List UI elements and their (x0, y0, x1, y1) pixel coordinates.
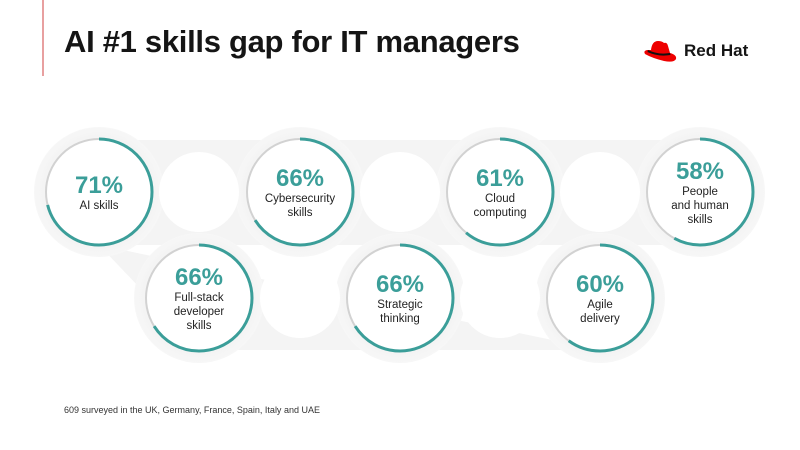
skill-label: People (682, 186, 718, 198)
skill-label: AI skills (80, 200, 119, 212)
skill-label: Agile (587, 299, 613, 311)
red-fedora-icon (644, 41, 677, 62)
skill-ring: 66%Cybersecurity skills (245, 137, 355, 247)
skill-label: delivery (580, 313, 620, 325)
skill-label: thinking (380, 313, 420, 325)
skill-label: skills (688, 214, 713, 226)
background-gap (560, 152, 640, 232)
skill-label: skills (187, 320, 212, 332)
skill-label: skills (288, 207, 313, 219)
skill-label: developer (174, 306, 225, 318)
skill-label: Strategic (377, 299, 423, 311)
ring-progress-arc (144, 243, 254, 353)
skill-label: and human (671, 200, 729, 212)
skill-label: Cloud (485, 193, 515, 205)
skill-label: Cybersecurity (265, 193, 336, 205)
page-title: AI #1 skills gap for IT managers (64, 24, 520, 59)
red-hat-logo: Red Hat (642, 38, 748, 64)
skill-ring: 61%Cloud computing (445, 137, 555, 247)
skill-ring: 66%Full-stack developer skills (144, 243, 254, 353)
skill-ring: 71%AI skills (44, 137, 154, 247)
ring-progress-arc (44, 137, 154, 247)
skill-percent: 61% (476, 165, 524, 192)
accent-line (42, 0, 44, 76)
skill-percent: 66% (376, 271, 424, 298)
background-gap (159, 152, 239, 232)
skill-label: computing (473, 207, 526, 219)
skill-percent: 66% (175, 264, 223, 291)
background-gap (260, 258, 340, 338)
logo-text: Red Hat (684, 41, 749, 60)
ring-progress-arc (445, 137, 555, 247)
skill-label: Full-stack (174, 292, 223, 304)
skill-percent: 71% (75, 172, 123, 199)
ring-progress-arc (245, 137, 355, 247)
background-gap (360, 152, 440, 232)
skill-ring: 60%Agile delivery (545, 243, 655, 353)
ring-progress-arc (345, 243, 455, 353)
skill-percent: 66% (276, 165, 324, 192)
background-gap (460, 258, 540, 338)
skill-percent: 60% (576, 271, 624, 298)
ring-progress-arc (645, 137, 755, 247)
skill-ring: 58%People and human skills (645, 137, 755, 247)
skill-ring: 66%Strategic thinking (345, 243, 455, 353)
skill-percent: 58% (676, 158, 724, 185)
footnote: 609 surveyed in the UK, Germany, France,… (64, 405, 320, 415)
ring-progress-arc (545, 243, 655, 353)
